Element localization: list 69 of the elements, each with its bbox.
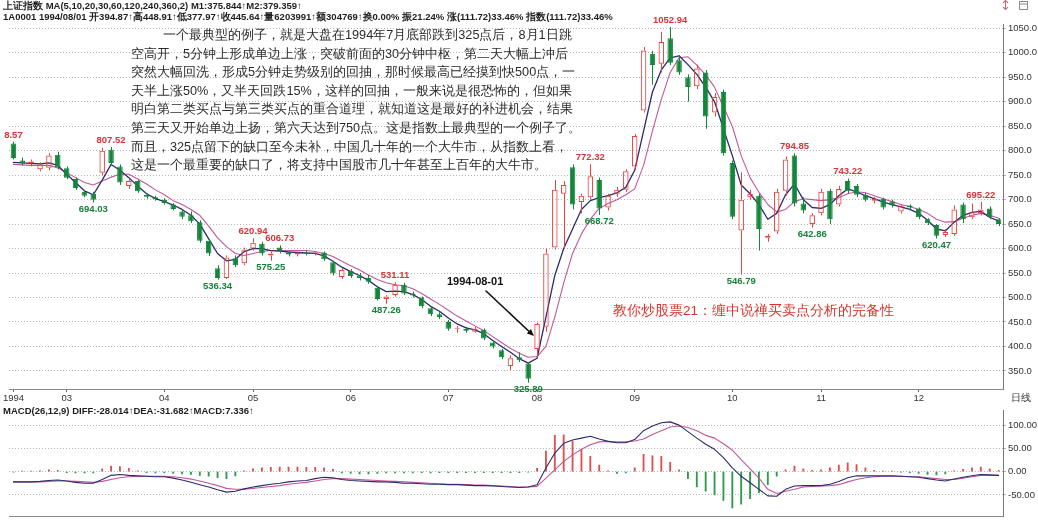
x-tick-label: 1994 — [2, 392, 25, 404]
annotation: 325.89 — [513, 383, 543, 395]
annotation: 教你炒股票21：缠中说禅买卖点分析的完备性 — [613, 303, 895, 319]
annotation: 一个最典型的例子，就是大盘在1994年7月底部跌到325点后，8月1日跳 — [163, 27, 572, 44]
candlestick — [197, 219, 203, 244]
x-tick-label: 04 — [159, 392, 170, 404]
candlestick — [117, 163, 123, 186]
y-tick-label: 600.0 — [1008, 242, 1032, 254]
x-tick-label: 12 — [913, 392, 924, 404]
annotation: 772.32 — [575, 151, 605, 163]
candlestick — [960, 202, 966, 224]
y-tick-label: 100.00 — [1008, 418, 1038, 430]
y-tick-label: 0.00 — [1008, 465, 1027, 477]
y-tick-label: 400.0 — [1008, 340, 1032, 352]
annotation: 明白第二类买点与第三类买点的重合道理，就知道这是最好的补进机会，结果 — [131, 101, 573, 119]
annotation: 575.25 — [256, 261, 287, 273]
y-tick-label: 350.0 — [1008, 364, 1032, 376]
annotation: 突然大幅回洗，形成5分钟走势级别的回抽，那时候最高已经摸到快500点，一 — [131, 64, 576, 82]
annotation: 668.72 — [584, 215, 614, 227]
annotation: 1994-08-01 — [447, 275, 504, 287]
candlestick — [667, 26, 673, 66]
x-tick-label: 08 — [531, 392, 543, 404]
annotation: 695.22 — [966, 188, 996, 200]
annotation: 743.22 — [833, 165, 863, 177]
y-tick-label: 50.00 — [1008, 442, 1032, 454]
y-tick-label: 1000.0 — [1008, 46, 1038, 58]
annotation: 这是一个最重要的缺口了，将支持中国股市几十年甚至上百年的大牛市。 — [131, 157, 547, 175]
annotation: 807.52 — [96, 133, 126, 145]
x-tick-label: 09 — [629, 392, 640, 404]
y-tick-label: 450.0 — [1008, 315, 1032, 327]
text: 日线 — [1011, 392, 1031, 404]
annotation: 8.57 — [4, 128, 23, 140]
annotation: 第三天又开始单边上扬，第六天达到750点。这是指数上最典型的一个例子了。 — [131, 120, 582, 137]
annotation: 1052.94 — [653, 13, 689, 25]
candlestick — [525, 361, 531, 384]
x-tick-label: 10 — [727, 392, 738, 404]
y-tick-label: 1050.0 — [1008, 22, 1038, 34]
annotation: 794.85 — [779, 140, 810, 152]
y-tick-label: 900.0 — [1008, 95, 1032, 107]
annotation: 642.86 — [797, 227, 827, 239]
annotation: 546.79 — [726, 274, 756, 286]
x-tick-label: 06 — [345, 392, 356, 404]
chart-title: MACD(26,12,9) DIFF:-28.014↑DEA:-31.682↑MACD:7.336↑ — [3, 405, 254, 416]
annotation: 694.03 — [78, 202, 108, 214]
y-tick-label: 800.0 — [1008, 144, 1032, 156]
y-tick-label: 700.0 — [1008, 193, 1032, 205]
y-tick-label: 950.0 — [1008, 70, 1032, 82]
y-tick-label: 850.0 — [1008, 119, 1032, 131]
y-tick-label: 750.0 — [1008, 168, 1032, 180]
candlestick — [685, 73, 691, 103]
annotation: 531.11 — [380, 269, 411, 281]
x-tick-label: 11 — [816, 392, 826, 404]
x-tick-label: 07 — [443, 392, 454, 404]
annotation: 536.34 — [203, 280, 233, 292]
y-tick-label: 650.0 — [1008, 217, 1032, 229]
x-tick-label: 05 — [247, 392, 259, 404]
candlestick — [676, 54, 682, 76]
y-tick-label: -50.00 — [1008, 488, 1035, 500]
y-tick-label: 500.0 — [1008, 291, 1032, 303]
chart-title: 上证指数 MA(5,10,20,30,60,120,240,360,2) M1:375.844↑M2:379.359↑ — [3, 0, 302, 11]
annotation: 487.26 — [371, 304, 401, 316]
y-tick-label: 550.0 — [1008, 266, 1032, 278]
annotation: 空高开，5分钟上形成单边上涨，突破前面的30分钟中枢，第二天大幅上冲后 — [131, 45, 569, 63]
annotation: 天半上涨50%，又半天回跌15%，这样的回抽，一般来说是很恐怖的，但如果 — [131, 82, 572, 100]
annotation: 而且，325点留下的缺口至今未补，中国几十年的一个大牛市，从指数上看， — [131, 138, 569, 156]
x-tick-label: 03 — [61, 392, 72, 404]
chart-subtitle: 1A0001 1994/08/01 开394.87↑高448.91↑低377.97↑收445.64↑量6203991↑额304769↑换0.00% 振21.24% 涨(111.72)33.46% 指数(111.72)33.46% — [3, 11, 613, 22]
annotation: 620.47 — [921, 238, 951, 250]
candlestick — [108, 146, 114, 166]
